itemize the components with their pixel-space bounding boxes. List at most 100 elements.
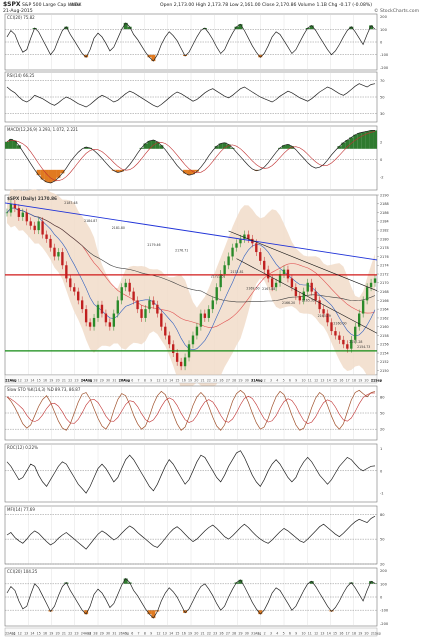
bottom-x-tick-label: 4 — [276, 632, 278, 636]
price-body — [120, 287, 123, 301]
price-body — [73, 287, 76, 292]
stoch-signal-line — [6, 392, 376, 424]
top-osc-fill-neg — [258, 54, 263, 58]
bottom-x-tick-label: 10 — [301, 632, 305, 636]
price-body — [326, 313, 329, 323]
cci-bottom-fill-neg — [329, 610, 334, 612]
roc-tick-label: 1 — [380, 447, 382, 451]
channel-upper-line — [228, 230, 378, 291]
cci-bottom-tick-label: -100 — [380, 609, 389, 613]
price-body — [290, 278, 294, 288]
stoch-line — [6, 389, 376, 431]
top-osc-fill-pos — [349, 26, 354, 30]
rsi-label: RSI(14) 66.25 — [7, 73, 35, 78]
price-body — [346, 344, 349, 349]
cci-bottom-fill-neg — [183, 610, 188, 613]
price-annotation: 2163.19 — [318, 314, 331, 318]
cci-bottom-tick-label: 0 — [380, 596, 383, 600]
price-tick-label: 2190 — [380, 193, 389, 197]
x-tick-label: 11 — [308, 379, 312, 383]
price-annotation: 2166.20 — [282, 301, 295, 305]
ma-50-line — [6, 207, 376, 303]
bottom-x-tick-label: 19 — [49, 632, 53, 636]
bottom-x-tick-label: 26 — [220, 632, 224, 636]
macd-fill-pos — [369, 130, 374, 149]
x-tick-label: 21 — [201, 379, 205, 383]
watermark: © StockCharts.com — [374, 9, 420, 14]
rsi-tick-label: 30 — [380, 112, 385, 116]
price-body — [255, 243, 258, 253]
x-tick-label: 6 — [289, 379, 291, 383]
price-body — [365, 287, 369, 301]
bottom-x-tick-label: 24Aug — [81, 632, 91, 636]
cci-bottom-fill-pos — [369, 581, 374, 584]
price-body — [207, 309, 210, 318]
macd-tick-label: -2 — [380, 175, 384, 179]
x-tick-label: 5 — [125, 379, 127, 383]
price-body — [191, 335, 195, 345]
x-tick-label: 29 — [238, 379, 242, 383]
macd-fill-pos — [361, 132, 366, 149]
bottom-x-tick-label: 29 — [238, 632, 242, 636]
x-tick-label: 7 — [138, 379, 140, 383]
price-body — [330, 322, 333, 332]
price-body — [49, 238, 52, 248]
cci-bottom-fill-neg — [151, 610, 156, 619]
price-body — [195, 326, 199, 336]
price-body — [84, 309, 88, 323]
price-body — [108, 322, 112, 327]
price-body — [148, 300, 151, 310]
price-body — [5, 212, 9, 214]
macd-label: MACD(12,26,9) 3.293, 1.072, 2.221 — [7, 127, 79, 132]
x-tick-label: 27 — [226, 379, 230, 383]
price-tick-label: 2174 — [380, 264, 389, 268]
x-tick-label: 4 — [276, 379, 278, 383]
cci-bottom-tick-label: -200 — [380, 622, 389, 626]
price-body — [358, 313, 361, 327]
macd-fill-pos — [365, 131, 370, 149]
price-body — [124, 282, 127, 288]
x-tick-label: 2 — [264, 379, 266, 383]
x-tick-label: 3 — [270, 379, 272, 383]
cci-bottom-fill-neg — [258, 610, 263, 615]
x-tick-label: 26Aug — [119, 379, 131, 383]
cci-bottom-label: CCI(20) 104.25 — [7, 569, 38, 574]
price-body — [235, 243, 238, 248]
x-tick-label: 12 — [18, 379, 22, 383]
cci-bottom-tick-label: 100 — [380, 582, 388, 586]
stoch-tick-label: 80 — [380, 395, 385, 399]
macd-fill-neg — [44, 169, 49, 183]
x-tick-label: 6 — [131, 379, 133, 383]
top-osc-fill-pos — [123, 22, 128, 30]
x-tick-label: 20 — [194, 379, 198, 383]
price-tick-label: 2176 — [380, 255, 389, 259]
macd-fill-pos — [159, 145, 164, 149]
bottom-x-tick-label: 5 — [283, 632, 285, 636]
x-tick-label: 21Sep — [371, 379, 383, 383]
stoch-label: Slow STO %K(14,3) %D 89.73, 86.87 — [7, 387, 81, 392]
price-body — [338, 335, 341, 340]
price-body — [302, 291, 305, 301]
price-body — [156, 304, 159, 314]
bottom-x-tick-label: 19 — [188, 632, 192, 636]
bottom-x-tick-label: 2 — [264, 632, 266, 636]
bottom-x-tick-label: 22 — [207, 632, 211, 636]
bottom-x-tick-label: 15 — [333, 632, 337, 636]
ma-8-line — [6, 207, 376, 351]
macd-fill-pos — [147, 140, 152, 149]
x-tick-label: 28 — [232, 379, 236, 383]
price-body — [100, 304, 104, 314]
macd-fill-pos — [353, 134, 358, 149]
price-body — [318, 300, 321, 310]
macd-fill-pos — [84, 147, 89, 149]
bottom-x-tick-label: 30 — [106, 632, 110, 636]
price-body — [215, 287, 218, 301]
macd-fill-pos — [222, 142, 227, 149]
macd-fill-pos — [345, 140, 350, 149]
price-body — [239, 238, 242, 244]
price-annotation: 2160.00 — [333, 322, 346, 326]
macd-fill-neg — [191, 169, 195, 175]
symbol-name: S&P 500 Large Cap Index — [22, 3, 81, 8]
price-tick-label: 2166 — [380, 299, 389, 303]
x-tick-label: 9 — [150, 379, 152, 383]
